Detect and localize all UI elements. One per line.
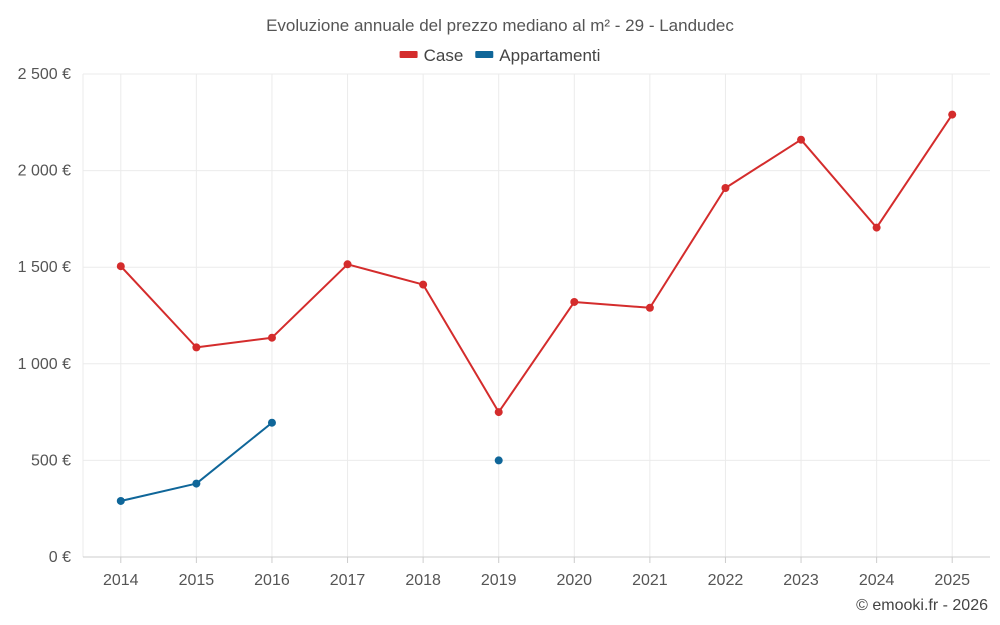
legend-item[interactable]: Appartamenti xyxy=(475,46,600,65)
series-layer xyxy=(116,110,957,505)
chart-title: Evoluzione annuale del prezzo mediano al… xyxy=(266,16,734,35)
legend-label: Case xyxy=(424,46,464,65)
series-line xyxy=(120,114,954,414)
y-tick-label: 1 000 € xyxy=(18,356,71,373)
x-tick-label: 2019 xyxy=(481,572,517,589)
axes: 0 € 500 € 1 000 € 1 500 € 2 000 € 2 500 € 2014… xyxy=(18,66,990,589)
credit-text: © emooki.fr - 2026 xyxy=(856,597,988,614)
series-case xyxy=(116,110,957,417)
data-point[interactable] xyxy=(494,408,503,417)
y-tick-label: 0 € xyxy=(49,549,71,566)
data-point[interactable] xyxy=(192,479,201,488)
data-point[interactable] xyxy=(192,343,201,352)
x-tick-label: 2021 xyxy=(632,572,668,589)
x-tick-label: 2022 xyxy=(708,572,744,589)
x-tick-label: 2015 xyxy=(179,572,215,589)
data-point[interactable] xyxy=(116,262,125,271)
x-tick-label: 2017 xyxy=(330,572,366,589)
data-point[interactable] xyxy=(797,135,806,144)
data-point[interactable] xyxy=(267,333,276,342)
gridlines xyxy=(82,73,990,557)
legend-swatch xyxy=(399,51,418,58)
x-tick-label: 2014 xyxy=(103,572,139,589)
data-point[interactable] xyxy=(419,280,428,289)
x-tick-label: 2024 xyxy=(859,572,895,589)
x-tick-label: 2025 xyxy=(934,572,970,589)
y-tick-label: 2 500 € xyxy=(18,66,71,83)
x-tick-label: 2020 xyxy=(556,572,592,589)
data-point[interactable] xyxy=(872,223,881,232)
series-appartamenti xyxy=(116,418,503,505)
legend-item[interactable]: Case xyxy=(399,46,464,65)
y-tick-label: 2 000 € xyxy=(18,163,71,180)
legend-label: Appartamenti xyxy=(499,46,600,65)
data-point[interactable] xyxy=(267,418,276,427)
data-point[interactable] xyxy=(494,456,503,465)
data-point[interactable] xyxy=(645,303,654,312)
data-point[interactable] xyxy=(570,297,579,306)
legend-swatch xyxy=(475,51,494,58)
data-point[interactable] xyxy=(343,260,352,269)
y-tick-label: 1 500 € xyxy=(18,259,71,276)
data-point[interactable] xyxy=(721,183,730,192)
x-tick-label: 2018 xyxy=(405,572,441,589)
x-tick-label: 2016 xyxy=(254,572,290,589)
x-tick-label: 2023 xyxy=(783,572,819,589)
y-tick-label: 500 € xyxy=(31,452,71,469)
legend: Case Appartamenti xyxy=(399,46,600,65)
data-point[interactable] xyxy=(948,110,957,119)
data-point[interactable] xyxy=(116,496,125,505)
